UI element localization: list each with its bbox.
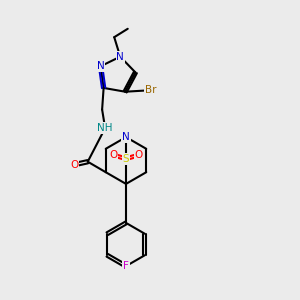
Text: O: O (70, 160, 78, 170)
Text: S: S (123, 154, 129, 164)
Text: O: O (134, 150, 143, 160)
Text: N: N (122, 132, 130, 142)
Text: Br: Br (145, 85, 156, 95)
Text: F: F (123, 261, 129, 271)
Text: NH: NH (98, 123, 113, 133)
Text: N: N (116, 52, 124, 62)
Text: O: O (109, 150, 118, 160)
Text: N: N (97, 61, 104, 71)
